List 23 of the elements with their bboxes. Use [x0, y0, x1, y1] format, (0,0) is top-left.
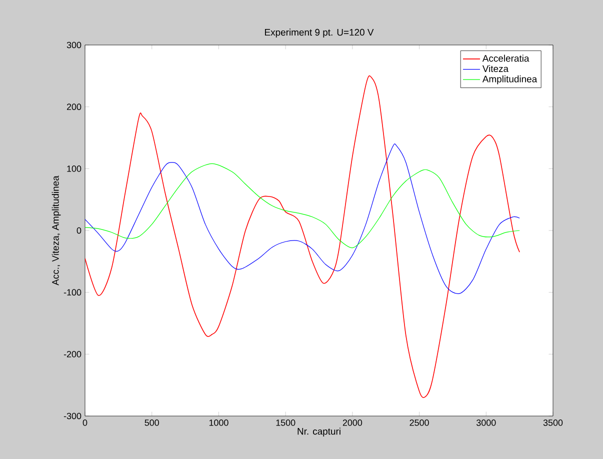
- y-tick-label: 300: [66, 42, 82, 48]
- chart-title: Experiment 9 pt. U=120 V: [265, 28, 374, 38]
- x-tick-label: 2000: [342, 420, 362, 426]
- x-tick-label: 3500: [543, 420, 563, 426]
- y-tick-label: 100: [67, 165, 82, 172]
- y-tick-label: 200: [66, 104, 82, 110]
- y-tick-label: -100: [64, 289, 82, 296]
- x-tick-label: 3000: [476, 420, 496, 426]
- x-tick-label: 0: [82, 420, 88, 426]
- y-tick-label: 0: [76, 227, 82, 234]
- y-tick-label: -300: [64, 412, 82, 420]
- x-axis-title: Nr. capturi: [298, 428, 340, 437]
- legend-label: Acceleratia: [482, 54, 530, 62]
- x-tick-label: 1500: [276, 420, 296, 426]
- line-series: [85, 163, 520, 248]
- legend-label: Viteza: [482, 65, 509, 72]
- legend-label: Amplitudinea: [482, 75, 538, 84]
- x-tick-label: 500: [144, 420, 159, 426]
- y-axis-title: Acc., Viteza, Amplitudinea: [52, 176, 61, 286]
- x-tick-label: 2500: [410, 420, 429, 426]
- y-tick-label: -200: [64, 350, 82, 358]
- line-series: [85, 145, 520, 294]
- x-tick-label: 1000: [209, 420, 228, 426]
